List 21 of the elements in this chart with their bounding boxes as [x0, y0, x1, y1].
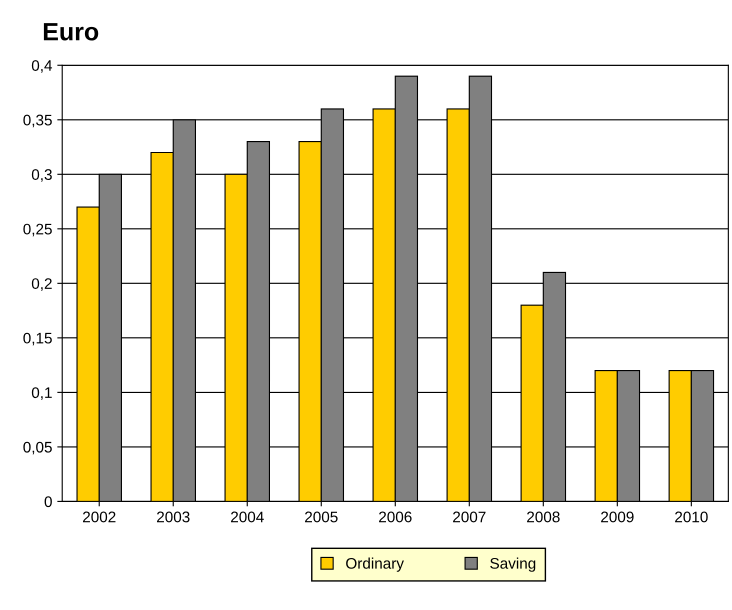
legend-label: Saving — [490, 558, 536, 572]
y-tick-label: 0,05 — [23, 442, 52, 454]
y-tick-label: 0,25 — [23, 224, 52, 236]
x-tick-label: 2006 — [379, 512, 412, 522]
y-tick-label: 0,3 — [32, 169, 52, 182]
x-tick-label: 2008 — [527, 512, 560, 522]
y-tick-label: 0,15 — [23, 332, 52, 346]
x-tick-label: 2005 — [305, 512, 338, 522]
x-tick-label: 2003 — [157, 512, 190, 522]
x-tick-label: 2002 — [83, 512, 116, 522]
y-tick-label: 0,4 — [32, 60, 52, 73]
x-tick-label: 2007 — [453, 512, 486, 522]
x-tick-label: 2009 — [601, 512, 634, 522]
y-tick-label: 0 — [44, 496, 52, 508]
x-tick-label: 2004 — [231, 512, 264, 522]
y-tick-label: 0,35 — [23, 114, 52, 128]
y-tick-label: 0,2 — [32, 278, 52, 291]
x-tick-label: 2010 — [675, 512, 708, 522]
chart-title: Euro — [44, 23, 98, 41]
legend-label: Ordinary — [346, 558, 404, 572]
y-tick-label: 0,1 — [32, 387, 52, 400]
